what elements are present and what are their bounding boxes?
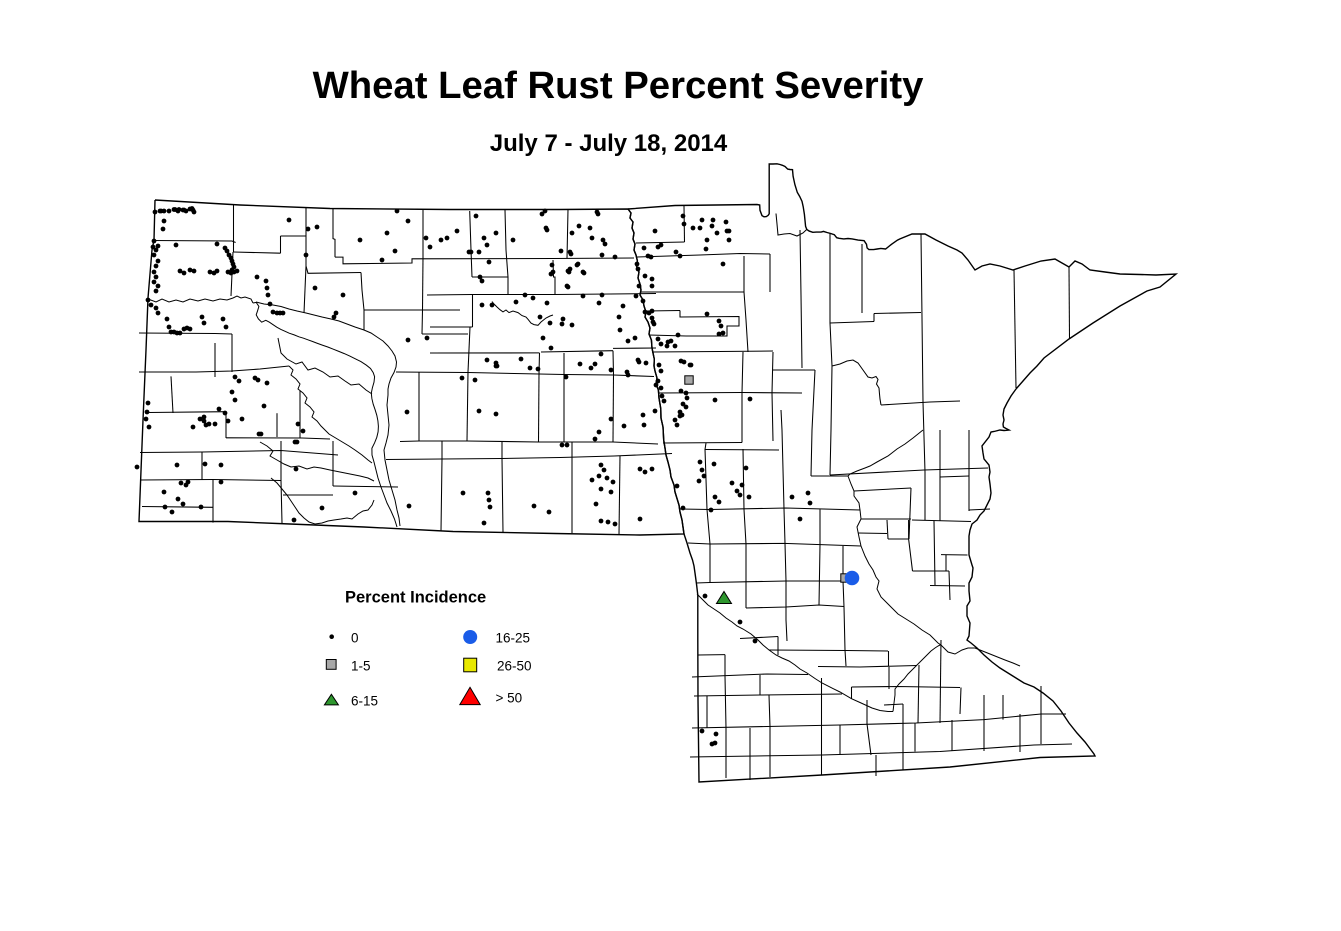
svg-text:0: 0 [351,631,359,646]
svg-text:Percent Incidence: Percent Incidence [345,589,486,607]
svg-text:Wheat Leaf Rust Percent Severi: Wheat Leaf Rust Percent Severity [313,64,925,107]
svg-text:1-5: 1-5 [351,658,371,673]
svg-text:6-15: 6-15 [351,694,378,709]
svg-text:July 7 - July 18, 2014: July 7 - July 18, 2014 [490,130,728,157]
svg-text:16-25: 16-25 [496,631,531,646]
svg-text:> 50: > 50 [496,691,523,706]
svg-text:26-50: 26-50 [497,658,532,673]
